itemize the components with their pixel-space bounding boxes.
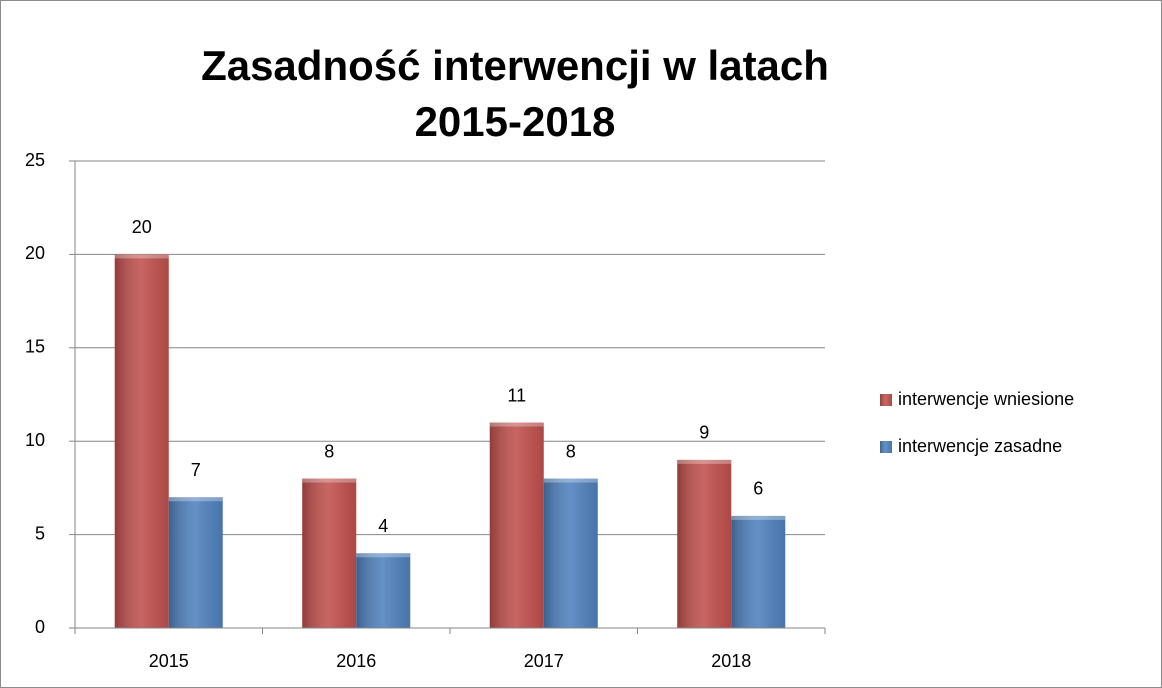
data-label: 11 <box>507 385 526 405</box>
x-tick-label: 2018 <box>711 651 751 671</box>
bar-top <box>168 497 223 502</box>
bar-top <box>114 254 169 259</box>
bar-top <box>356 553 411 558</box>
y-tick-label: 25 <box>25 150 45 170</box>
bar-shade <box>489 422 544 628</box>
bar-shade <box>356 553 411 628</box>
data-label: 6 <box>753 479 763 499</box>
x-tick-label: 2016 <box>336 651 376 671</box>
y-tick-label: 10 <box>25 430 45 450</box>
legend-label: interwencje zasadne <box>898 436 1062 456</box>
bar-shade <box>677 459 732 628</box>
y-tick-label: 5 <box>35 523 45 543</box>
bar-top <box>543 478 598 483</box>
x-tick-label: 2017 <box>524 651 564 671</box>
y-tick-label: 0 <box>35 617 45 637</box>
bar-shade <box>168 497 223 628</box>
bar-shade <box>114 254 169 628</box>
legend-label: interwencje wniesione <box>898 389 1074 409</box>
bar-top <box>302 478 357 483</box>
y-tick-label: 15 <box>25 337 45 357</box>
x-tick-label: 2015 <box>149 651 189 671</box>
bar-top <box>731 515 786 520</box>
bar-top <box>677 459 732 464</box>
data-label: 7 <box>191 460 201 480</box>
data-label: 9 <box>699 423 709 443</box>
data-label: 8 <box>566 441 576 461</box>
legend-swatch-shade <box>880 394 892 406</box>
data-label: 4 <box>378 516 388 536</box>
data-label: 8 <box>324 441 334 461</box>
chart-title: Zasadność interwencji w latach 2015-2018 <box>201 42 829 145</box>
bar-shade <box>543 478 598 628</box>
data-label: 20 <box>132 217 152 237</box>
y-tick-label: 20 <box>25 243 45 263</box>
bar-top <box>489 422 544 427</box>
bar-shade <box>302 478 357 628</box>
legend-swatch-shade <box>880 441 892 453</box>
bar-shade <box>731 515 786 628</box>
